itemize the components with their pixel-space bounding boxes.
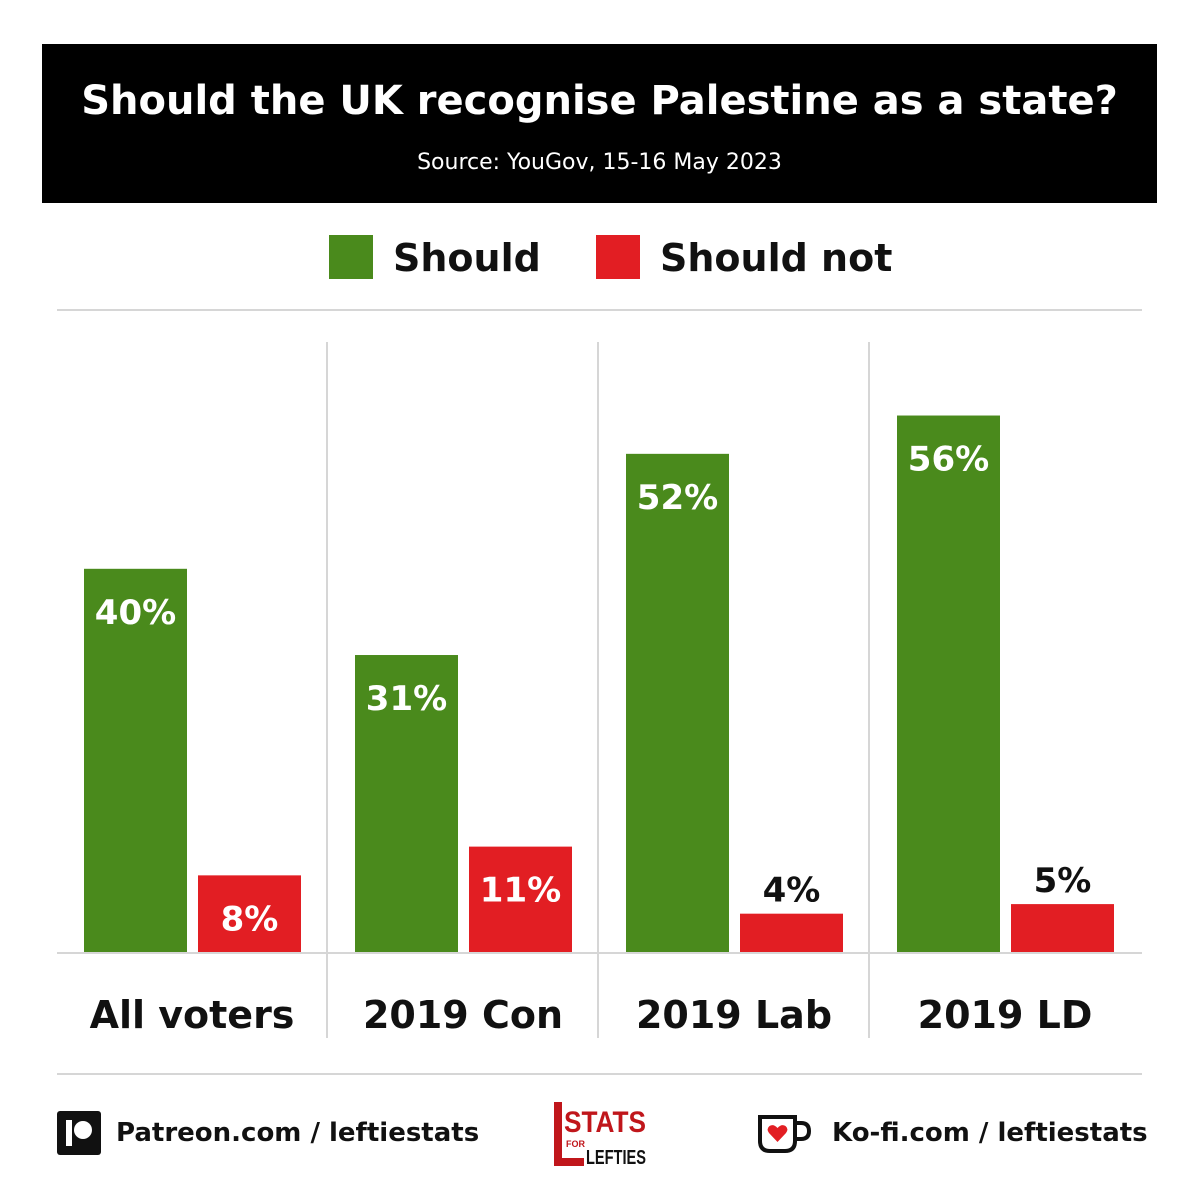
legend-swatch-should-not — [596, 235, 640, 279]
logo-text-lefties: LEFTIES — [586, 1147, 646, 1168]
bar-should-not — [740, 913, 843, 952]
category-label: 2019 Lab — [636, 993, 832, 1037]
patreon-link[interactable]: Patreon.com / leftiestats — [116, 1118, 480, 1148]
category-label: 2019 LD — [918, 993, 1093, 1037]
bar-should — [626, 453, 729, 952]
bottom-divider — [57, 1073, 1142, 1075]
chart-subtitle: Source: YouGov, 15-16 May 2023 — [417, 150, 782, 175]
data-label: 11% — [480, 871, 561, 911]
legend-label-should: Should — [393, 236, 541, 280]
legend-swatch-should — [329, 235, 373, 279]
data-label: 56% — [908, 440, 989, 480]
data-label: 5% — [1034, 861, 1092, 901]
logo-text-stats: STATS — [564, 1106, 646, 1139]
chart-title: Should the UK recognise Palestine as a s… — [81, 78, 1118, 124]
bar-should — [897, 415, 1000, 952]
stats-for-lefties-logo: STATS FOR LEFTIES — [554, 1102, 646, 1168]
category-label: 2019 Con — [363, 993, 563, 1037]
bar-chart: 40% 8% All voters 31% 11% 2019 Con 52% 4% 2019 L… — [57, 342, 1142, 1038]
data-label: 8% — [221, 899, 279, 939]
kofi-cup-icon[interactable] — [757, 1111, 813, 1155]
patreon-icon[interactable] — [57, 1111, 101, 1155]
bar-should-not — [198, 875, 301, 952]
bar-should-not — [469, 846, 572, 952]
category-label: All voters — [90, 993, 295, 1037]
title-banner: Should the UK recognise Palestine as a s… — [42, 44, 1157, 203]
data-label: 4% — [763, 871, 821, 911]
data-label: 31% — [366, 679, 447, 719]
bar-should — [355, 655, 458, 952]
logo-text-for: FOR — [566, 1139, 585, 1149]
kofi-link[interactable]: Ko-fi.com / leftiestats — [832, 1118, 1148, 1148]
data-label: 52% — [637, 478, 718, 518]
legend: Should Should not — [0, 235, 1200, 285]
bar-should — [84, 568, 187, 952]
data-label: 40% — [95, 593, 176, 633]
legend-label-should-not: Should not — [660, 236, 893, 280]
bar-should-not — [1011, 904, 1114, 952]
top-divider — [57, 309, 1142, 311]
